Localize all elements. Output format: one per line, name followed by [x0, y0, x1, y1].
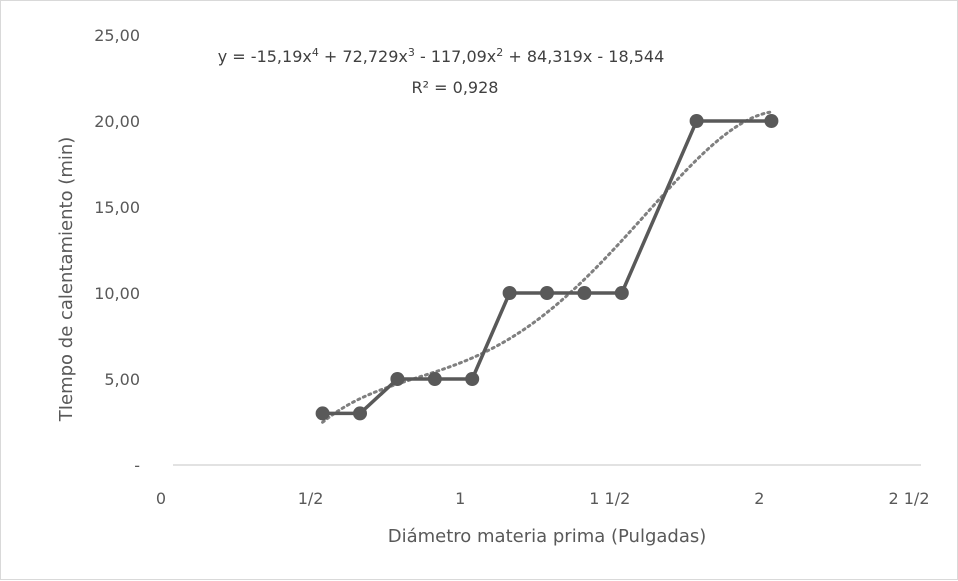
trendline	[321, 110, 773, 424]
y-tick-label: 20,00	[94, 112, 140, 131]
data-point	[502, 286, 517, 300]
data-point	[315, 406, 330, 421]
x-tick-label: 2	[754, 489, 764, 508]
data-point	[427, 372, 442, 386]
data-point	[614, 286, 629, 300]
y-tick-label: 15,00	[94, 198, 140, 217]
data-point	[390, 372, 405, 386]
x-tick-label: 1	[455, 489, 465, 508]
trendline-equation: y = -15,19x4 + 72,729x3 - 117,09x2 + 84,…	[218, 46, 665, 67]
x-tick-label: 1/2	[298, 489, 324, 508]
y-tick-label: 25,00	[94, 26, 140, 45]
trendline-r-squared: R² = 0,928	[412, 78, 499, 97]
data-point	[353, 406, 367, 421]
x-tick-labels: 0 1/2 1 1 1/2 2 2 1/2	[156, 489, 930, 508]
series-group	[315, 114, 779, 421]
y-tick-labels: - 5,00 10,00 15,00 20,00 25,00	[94, 26, 140, 475]
trendline-group	[321, 110, 773, 424]
x-tick-label: 2 1/2	[888, 489, 929, 508]
x-axis-title: Diámetro materia prima (Pulgadas)	[388, 526, 707, 547]
y-tick-label: 5,00	[104, 370, 140, 389]
data-point	[465, 372, 480, 386]
y-tick-label: -	[134, 456, 140, 475]
y-tick-label: 10,00	[94, 284, 140, 303]
x-tick-label: 1 1/2	[589, 489, 630, 508]
data-point	[764, 114, 779, 128]
series-line	[322, 119, 772, 416]
x-tick-label: 0	[156, 489, 166, 508]
y-axis-title: TIempo de calentamiento (min)	[56, 137, 77, 423]
data-point	[540, 286, 554, 300]
data-point	[577, 286, 592, 300]
data-point	[689, 114, 704, 128]
